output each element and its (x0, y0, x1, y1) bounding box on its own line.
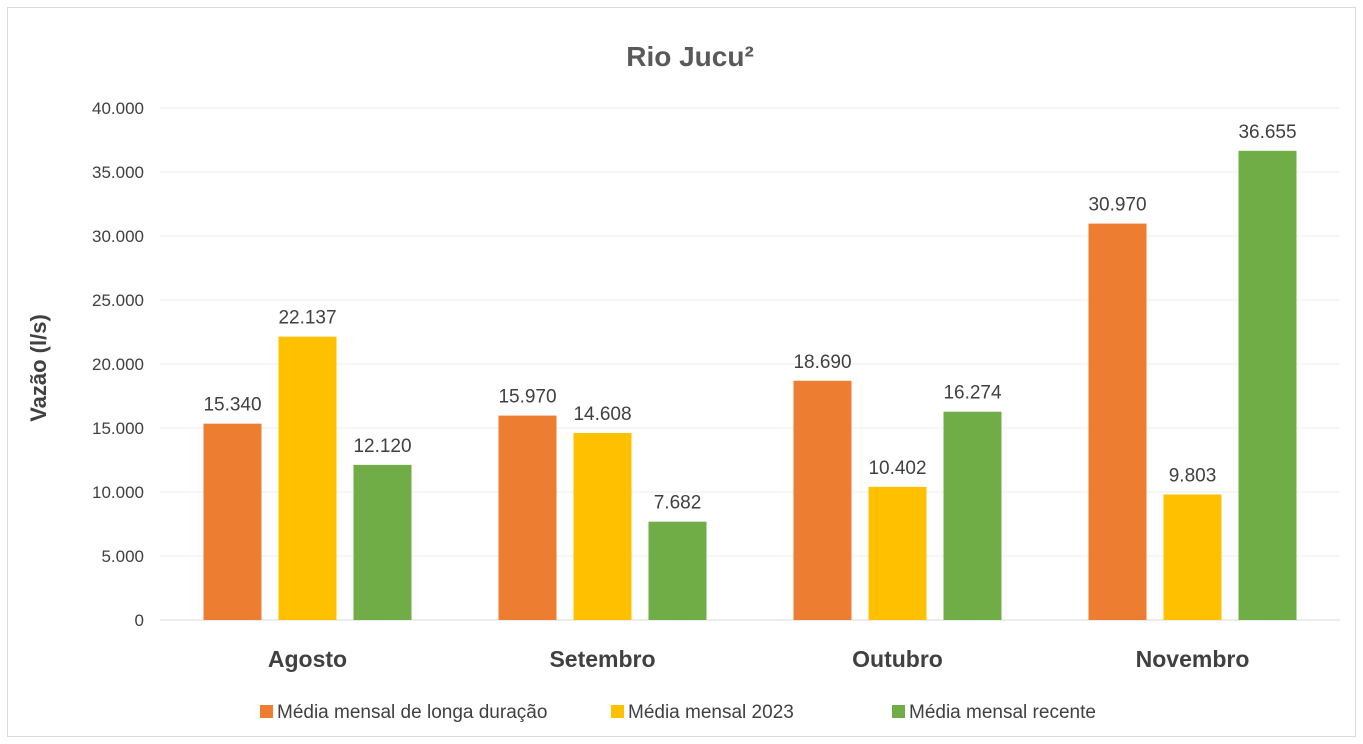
bar (868, 486, 927, 620)
y-tick-label: 30.000 (92, 227, 144, 246)
data-label: 22.137 (278, 308, 336, 329)
legend-label: Média mensal recente (909, 702, 1096, 723)
x-tick-label: Novembro (1136, 646, 1250, 672)
bar (943, 411, 1002, 620)
bar (353, 464, 412, 620)
legend-swatch (892, 705, 905, 718)
y-tick-label: 0 (135, 611, 144, 630)
x-tick-label: Agosto (268, 646, 347, 672)
data-label: 9.803 (1169, 466, 1217, 487)
y-axis-ticks: 0 5.000 10.000 15.000 20.000 25.000 30.000 35.0… (92, 99, 144, 630)
y-tick-label: 20.000 (92, 355, 144, 374)
bar (648, 521, 707, 620)
y-axis-label: Vazão (l/s) (26, 314, 51, 422)
legend-swatch (260, 705, 273, 718)
bar (203, 423, 262, 620)
legend-label: Média mensal de longa duração (277, 702, 547, 723)
data-label: 16.274 (943, 383, 1002, 404)
legend-swatch (611, 705, 624, 718)
y-tick-label: 40.000 (92, 99, 144, 118)
bar (278, 336, 337, 620)
gridlines (160, 107, 1340, 621)
x-axis-ticks: Agosto Setembro Outubro Novembro (268, 646, 1249, 672)
legend: Média mensal de longa duração Média mensa… (260, 702, 1096, 723)
data-label: 36.655 (1238, 122, 1296, 143)
bar (498, 415, 557, 620)
data-label: 10.402 (868, 458, 926, 479)
data-labels: 15.340 22.137 12.120 15.970 14.608 7.682 18.69… (203, 122, 1296, 514)
x-tick-label: Outubro (852, 646, 943, 672)
data-label: 14.608 (573, 404, 631, 425)
bar (1163, 494, 1222, 620)
bar (573, 433, 632, 620)
bar (1238, 150, 1297, 621)
y-tick-label: 35.000 (92, 163, 144, 182)
y-tick-label: 10.000 (92, 483, 144, 502)
y-tick-label: 15.000 (92, 419, 144, 438)
y-tick-label: 25.000 (92, 291, 144, 310)
bar (1088, 223, 1147, 621)
data-label: 30.970 (1088, 195, 1146, 216)
data-label: 15.340 (203, 395, 261, 416)
data-label: 12.120 (353, 436, 411, 457)
data-label: 7.682 (654, 493, 702, 514)
legend-item: Média mensal de longa duração (260, 702, 547, 723)
legend-item: Média mensal 2023 (611, 702, 794, 723)
data-label: 15.970 (498, 387, 556, 408)
data-label: 18.690 (793, 352, 851, 373)
bar (793, 380, 852, 620)
legend-label: Média mensal 2023 (628, 702, 794, 723)
x-tick-label: Setembro (549, 646, 655, 672)
legend-item: Média mensal recente (892, 702, 1096, 723)
y-tick-label: 5.000 (101, 547, 144, 566)
bars (203, 150, 1297, 621)
chart-title: Rio Jucu² (626, 41, 754, 72)
